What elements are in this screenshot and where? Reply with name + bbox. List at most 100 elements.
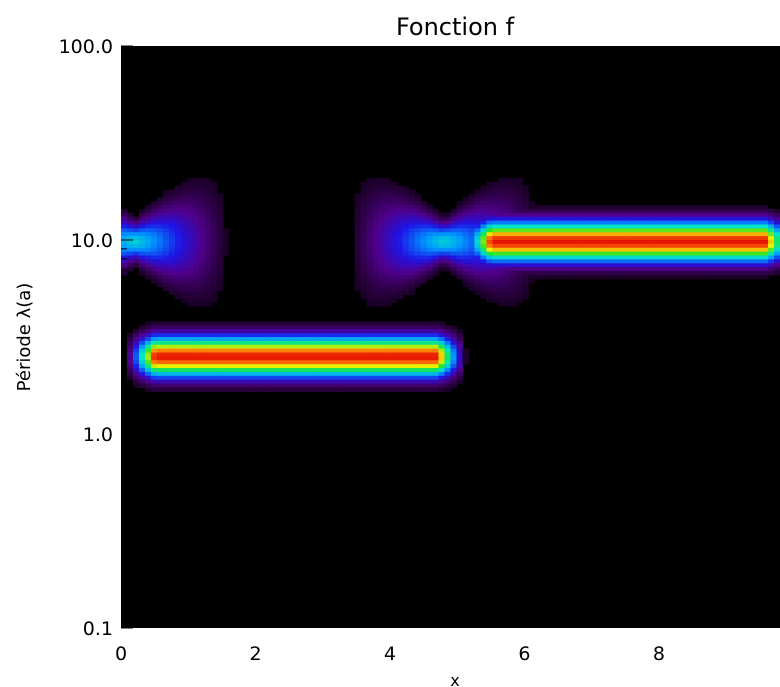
heatmap-cell <box>600 232 607 237</box>
heatmap-cell <box>162 236 170 241</box>
heatmap-cell <box>708 251 715 257</box>
heatmap-cell <box>258 344 266 350</box>
heatmap-cell <box>192 271 200 276</box>
heatmap-cell <box>330 329 338 334</box>
heatmap-cell <box>228 371 236 377</box>
heatmap-cell <box>492 208 500 214</box>
heatmap-cell <box>564 251 571 257</box>
heatmap-cell <box>738 267 745 272</box>
heatmap-cell <box>468 216 476 222</box>
heatmap-cell <box>150 201 158 206</box>
heatmap-cell <box>738 216 745 222</box>
heatmap-cell <box>612 224 619 229</box>
heatmap-cell <box>504 286 512 292</box>
heatmap-cell <box>294 379 302 385</box>
heatmap-cell <box>408 356 416 361</box>
heatmap-cell <box>654 243 661 249</box>
heatmap-cell <box>444 383 452 389</box>
heatmap-cell <box>162 364 170 369</box>
heatmap-cell <box>510 286 517 292</box>
heatmap-cell <box>684 208 691 214</box>
heatmap-cell <box>168 368 176 373</box>
heatmap-cell <box>234 325 242 330</box>
heatmap-cell <box>408 232 416 237</box>
heatmap-cell <box>654 216 661 222</box>
heatmap-cell <box>354 364 362 369</box>
heatmap-cell <box>150 216 158 222</box>
heatmap-cell <box>402 282 410 288</box>
heatmap-cell <box>324 340 332 346</box>
heatmap-cell <box>252 352 260 357</box>
heatmap-cell <box>492 290 500 295</box>
heatmap-cell <box>432 255 440 260</box>
heatmap-cell <box>312 348 320 354</box>
heatmap-cell <box>468 271 476 276</box>
heatmap-cell <box>240 321 248 326</box>
heatmap-cell <box>366 251 374 257</box>
heatmap-cell <box>510 232 517 237</box>
heatmap-cell <box>234 348 242 354</box>
heatmap-cell <box>618 259 625 264</box>
heatmap-cell <box>162 286 170 292</box>
heatmap-cell <box>540 271 547 276</box>
heatmap-cell <box>510 267 517 272</box>
heatmap-cell <box>378 271 386 276</box>
heatmap-cell <box>372 344 380 350</box>
heatmap-cell <box>126 344 134 350</box>
heatmap-cell <box>444 379 452 385</box>
heatmap-cell <box>360 294 368 299</box>
heatmap-cell <box>174 197 182 202</box>
heatmap-cell <box>162 271 170 276</box>
heatmap-cell <box>366 325 374 330</box>
heatmap-cell <box>426 368 434 373</box>
heatmap-cell <box>696 251 703 257</box>
heatmap-cell <box>666 224 673 229</box>
heatmap-cell <box>162 255 170 260</box>
heatmap-cell <box>126 333 134 338</box>
heatmap-cell <box>516 278 523 284</box>
heatmap-cell <box>156 271 164 276</box>
heatmap-cell <box>666 208 673 214</box>
heatmap-cell <box>714 259 721 264</box>
heatmap-cell <box>306 356 314 361</box>
heatmap-cells <box>121 177 780 392</box>
heatmap-cell <box>732 271 739 276</box>
heatmap-cell <box>408 220 416 226</box>
heatmap-cell <box>432 352 440 357</box>
heatmap-cell <box>180 383 188 389</box>
heatmap-cell <box>408 189 416 195</box>
heatmap-cell <box>144 255 152 260</box>
heatmap-cell <box>714 205 721 210</box>
heatmap-cell <box>408 333 416 338</box>
heatmap-cell <box>474 236 482 241</box>
heatmap-cell <box>168 263 176 268</box>
heatmap-cell <box>522 259 529 264</box>
heatmap-cell <box>144 329 152 334</box>
heatmap-cell <box>444 232 452 237</box>
heatmap-cell <box>450 247 458 253</box>
heatmap-cell <box>744 205 751 210</box>
heatmap-cell <box>360 201 368 206</box>
heatmap-cell <box>360 321 368 326</box>
heatmap-cell <box>132 247 140 253</box>
heatmap-cell <box>462 251 470 257</box>
heatmap-cell <box>438 364 446 369</box>
heatmap-cell <box>684 205 691 210</box>
heatmap-cell <box>396 205 404 210</box>
heatmap-cell <box>156 337 164 342</box>
heatmap-cell <box>210 201 218 206</box>
heatmap-cell <box>726 208 733 214</box>
heatmap-cell <box>210 325 218 330</box>
heatmap-cell <box>576 247 583 253</box>
heatmap-cell <box>450 340 458 346</box>
heatmap-cell <box>492 298 500 303</box>
heatmap-cell <box>408 371 416 377</box>
heatmap-cell <box>744 255 751 260</box>
heatmap-cell <box>186 340 194 346</box>
heatmap-cell <box>678 236 685 241</box>
heatmap-cell <box>510 185 517 191</box>
heatmap-cell <box>132 232 140 237</box>
heatmap-cell <box>204 356 212 361</box>
heatmap-cell <box>462 216 470 222</box>
heatmap-cell <box>342 352 350 357</box>
